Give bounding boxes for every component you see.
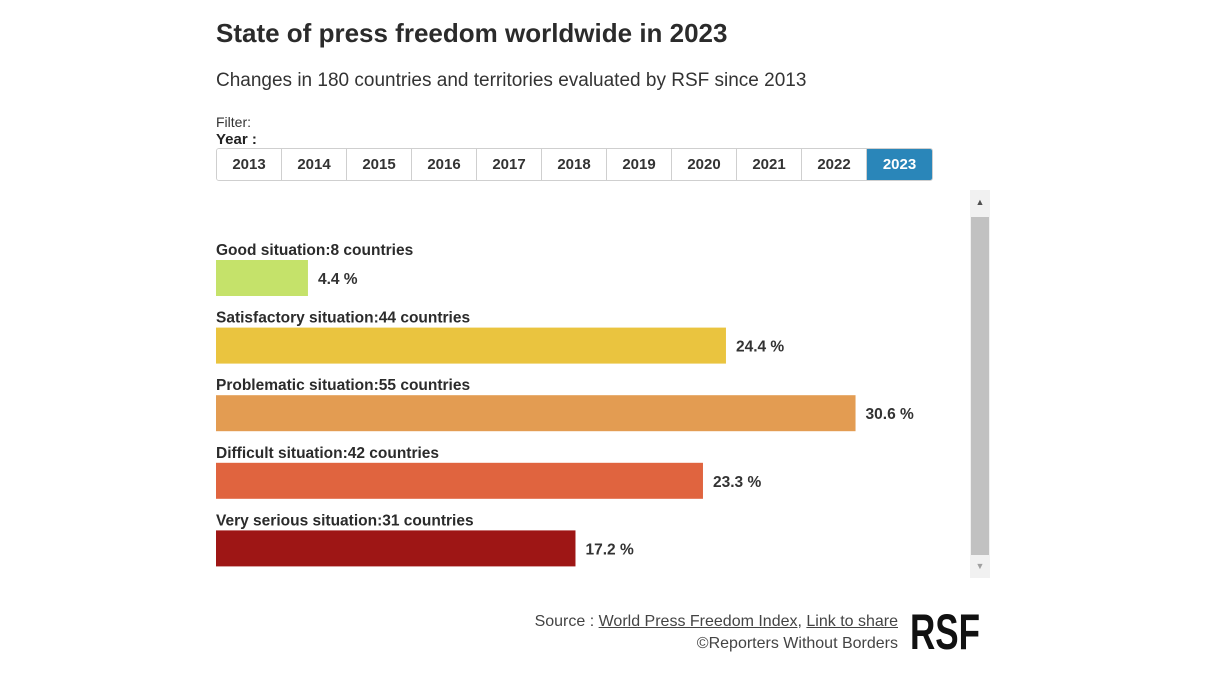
page-title: State of press freedom worldwide in 2023	[216, 18, 728, 48]
source-prefix: Source :	[534, 613, 599, 630]
year-button-2023[interactable]: 2023	[867, 149, 932, 180]
source-separator: ,	[797, 613, 807, 630]
bar-chart: Good situation:8 countries 4.4 % Satisfact…	[216, 190, 970, 578]
share-link[interactable]: Link to share	[806, 613, 898, 630]
value-label: 17.2 %	[585, 541, 633, 558]
bar[interactable]	[216, 327, 726, 364]
value-label: 24.4 %	[736, 339, 784, 356]
year-button-2015[interactable]: 2015	[347, 149, 412, 180]
bar[interactable]	[216, 462, 703, 499]
vertical-scrollbar[interactable]: ▲ ▼	[970, 190, 990, 578]
year-button-2019[interactable]: 2019	[607, 149, 672, 180]
filter-label: Filter:	[216, 114, 251, 130]
scroll-thumb[interactable]	[971, 217, 989, 555]
value-label: 30.6 %	[866, 406, 914, 423]
year-button-2016[interactable]: 2016	[412, 149, 477, 180]
value-label: 4.4 %	[318, 271, 358, 288]
rsf-logo: RSF	[910, 605, 980, 655]
source-link[interactable]: World Press Freedom Index	[598, 613, 798, 630]
value-label: 23.3 %	[713, 474, 761, 491]
bar-chart-svg: Good situation:8 countries 4.4 % Satisfact…	[216, 242, 914, 567]
year-button-2022[interactable]: 2022	[802, 149, 867, 180]
bar[interactable]	[216, 260, 308, 296]
year-button-2021[interactable]: 2021	[737, 149, 802, 180]
category-label: Satisfactory situation:44 countries	[216, 310, 470, 327]
category-label: Very serious situation:31 countries	[216, 512, 474, 529]
chart-container: State of press freedom worldwide in 2023…	[216, 0, 996, 681]
year-button-2018[interactable]: 2018	[542, 149, 607, 180]
copyright: ©Reporters Without Borders	[696, 635, 898, 652]
bar[interactable]	[216, 395, 856, 432]
rsf-logo-text: RSF	[910, 605, 980, 655]
scroll-up-arrow-icon[interactable]: ▲	[975, 197, 985, 207]
year-button-2014[interactable]: 2014	[282, 149, 347, 180]
scroll-down-arrow-icon[interactable]: ▼	[975, 561, 985, 571]
source-line: Source : World Press Freedom Index, Link…	[535, 611, 898, 633]
year-button-2020[interactable]: 2020	[672, 149, 737, 180]
bar[interactable]	[216, 530, 576, 567]
page-subtitle: Changes in 180 countries and territories…	[216, 70, 807, 91]
year-button-2013[interactable]: 2013	[217, 149, 282, 180]
footer: Source : World Press Freedom Index, Link…	[535, 611, 898, 655]
year-selector: 2013 2014 2015 2016 2017 2018 2019 2020 2021 2022…	[216, 148, 933, 181]
category-label: Good situation:8 countries	[216, 242, 413, 259]
category-label: Problematic situation:55 countries	[216, 377, 470, 394]
year-label: Year :	[216, 131, 257, 148]
category-label: Difficult situation:42 countries	[216, 445, 439, 462]
year-button-2017[interactable]: 2017	[477, 149, 542, 180]
